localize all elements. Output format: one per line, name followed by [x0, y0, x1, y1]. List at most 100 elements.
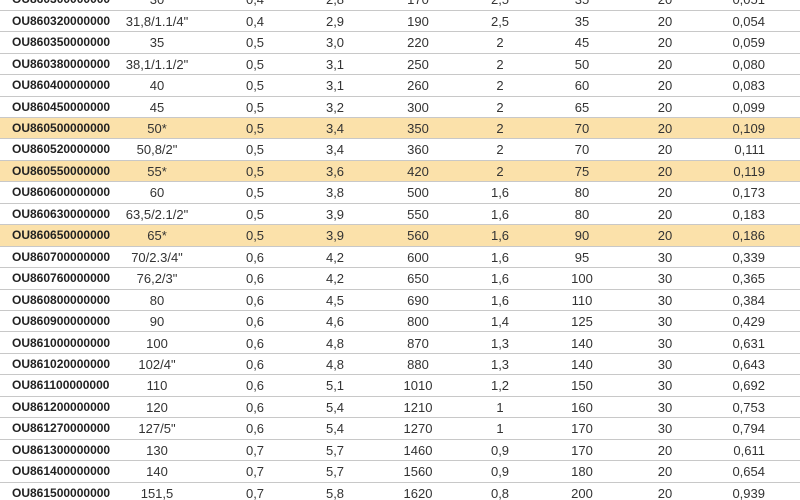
table-cell: 20	[657, 56, 673, 72]
table-cell: 0,9	[490, 464, 510, 480]
table-cell: 100	[571, 271, 593, 287]
table-cell: 0,5	[245, 185, 265, 201]
table-cell: 0,5	[245, 121, 265, 136]
table-cell: 80	[574, 185, 590, 201]
table-cell: 2,9	[325, 13, 345, 29]
table-cell: 100	[146, 335, 168, 351]
table-cell: 80	[574, 206, 590, 222]
table-cell: 2	[496, 56, 504, 72]
table-row: OU861000000000 100 0,6 4,8 870 1,3 140 30 0,631	[0, 333, 800, 354]
table-cell: 30	[657, 356, 673, 372]
table-cell: 95	[574, 249, 590, 265]
table-cell: 30	[657, 314, 673, 330]
table-cell: 20	[657, 163, 673, 179]
table-cell: 870	[407, 335, 429, 351]
table-cell: 1	[496, 421, 504, 437]
table-cell: 2	[496, 121, 504, 136]
table-cell: 40	[149, 78, 165, 94]
table-cell: 30	[657, 335, 673, 351]
table-cell: 5,8	[325, 485, 345, 500]
table-cell: 3,2	[325, 99, 345, 115]
table-row: OU860300000000 30 0,4 2,8 170 2,5 35 20 0,051	[0, 0, 800, 11]
table-cell: 1	[496, 399, 504, 415]
product-code: OU860500000000	[12, 121, 111, 135]
table-row: OU860760000000 76,2/3" 0,6 4,2 650 1,6 100 30 0,…	[0, 268, 800, 290]
table-cell: 110	[571, 292, 593, 308]
product-code: OU860450000000	[12, 99, 111, 114]
table-row: OU861200000000 120 0,6 5,4 1210 1 160 30 0,753	[0, 397, 800, 419]
product-code: OU860800000000	[12, 292, 111, 307]
table-cell: 0,654	[732, 464, 765, 480]
table-cell: 5,7	[325, 464, 345, 480]
table-row: OU860520000000 50,8/2" 0,5 3,4 360 2 70 20 0,111	[0, 139, 800, 161]
table-cell: 0,183	[732, 206, 765, 222]
table-cell: 0,5	[245, 35, 265, 51]
table-cell: 20	[657, 99, 673, 115]
table-cell: 35	[575, 0, 589, 10]
table-cell: 35	[149, 35, 165, 51]
table-row: OU860600000000 60 0,5 3,8 500 1,6 80 20 0,173	[0, 182, 800, 204]
table-row: OU860800000000 80 0,6 4,5 690 1,6 110 30 0,384	[0, 290, 800, 312]
table-row: OU860350000000 35 0,5 3,0 220 2 45 20 0,059	[0, 32, 800, 54]
table-cell: 2,8	[326, 0, 344, 10]
table-cell: 250	[407, 56, 429, 72]
product-code: OU860700000000	[12, 249, 111, 264]
table-cell: 45	[574, 35, 590, 51]
table-cell: 4,2	[325, 249, 345, 265]
table-cell: 170	[571, 421, 593, 437]
table-cell: 0,7	[245, 485, 265, 500]
table-cell: 20	[657, 13, 673, 29]
table-cell: 3,9	[325, 206, 345, 222]
table-cell: 0,643	[732, 356, 765, 372]
table-cell: 30	[657, 292, 673, 308]
table-cell: 20	[657, 185, 673, 201]
product-code: OU861300000000	[12, 442, 111, 457]
product-code: OU861100000000	[12, 378, 110, 393]
table-cell: 150	[571, 378, 593, 394]
table-cell: 0,054	[732, 13, 765, 29]
table-cell: 30	[657, 249, 673, 265]
table-cell: 76,2/3"	[136, 271, 178, 287]
table-cell: 550	[407, 206, 429, 222]
table-cell: 20	[657, 121, 673, 136]
table-cell: 20	[657, 78, 673, 94]
table-cell: 2,5	[490, 13, 510, 29]
table-cell: 63,5/2.1/2"	[125, 206, 189, 222]
table-cell: 60	[149, 185, 165, 201]
table-cell: 1,3	[490, 356, 510, 372]
table-row: OU861270000000 127/5" 0,6 5,4 1270 1 170 30 0,79…	[0, 418, 800, 440]
table-cell: 5,4	[325, 421, 345, 437]
table-cell: 31,8/1.1/4"	[125, 13, 189, 29]
table-row: OU860630000000 63,5/2.1/2" 0,5 3,9 550 1,6 80 2…	[0, 204, 800, 226]
table-cell: 170	[571, 442, 593, 458]
table-cell: 0,6	[245, 335, 265, 351]
table-cell: 800	[407, 314, 429, 330]
table-cell: 50	[574, 56, 590, 72]
table-cell: 0,6	[245, 249, 265, 265]
table-cell: 55*	[147, 163, 167, 179]
table-cell: 0,5	[245, 228, 265, 244]
table-cell: 650	[407, 271, 429, 287]
table-cell: 2	[496, 163, 504, 179]
table-cell: 0,5	[245, 206, 265, 222]
table-cell: 20	[657, 35, 673, 51]
table-row: OU861020000000 102/4" 0,6 4,8 880 1,3 140 30 0,6…	[0, 354, 800, 376]
table-row: OU861300000000 130 0,7 5,7 1460 0,9 170 20 0,611	[0, 440, 800, 462]
table-cell: 120	[146, 399, 168, 415]
table-row: OU860450000000 45 0,5 3,2 300 2 65 20 0,099	[0, 97, 800, 118]
table-cell: 140	[146, 464, 168, 480]
table-cell: 4,8	[325, 335, 345, 351]
table-cell: 1270	[403, 421, 433, 437]
table-cell: 2	[496, 142, 504, 158]
table-cell: 0,099	[732, 99, 765, 115]
table-cell: 3,1	[325, 78, 345, 94]
table-cell: 65*	[147, 228, 167, 244]
table-cell: 50*	[147, 121, 167, 136]
table-cell: 3,1	[325, 56, 345, 72]
product-code: OU861000000000	[12, 335, 111, 350]
table-cell: 1,6	[490, 206, 510, 222]
product-code: OU860630000000	[12, 206, 111, 221]
table-cell: 90	[574, 228, 590, 244]
table-cell: 1,6	[490, 228, 510, 244]
table-cell: 70/2.3/4"	[131, 249, 183, 265]
